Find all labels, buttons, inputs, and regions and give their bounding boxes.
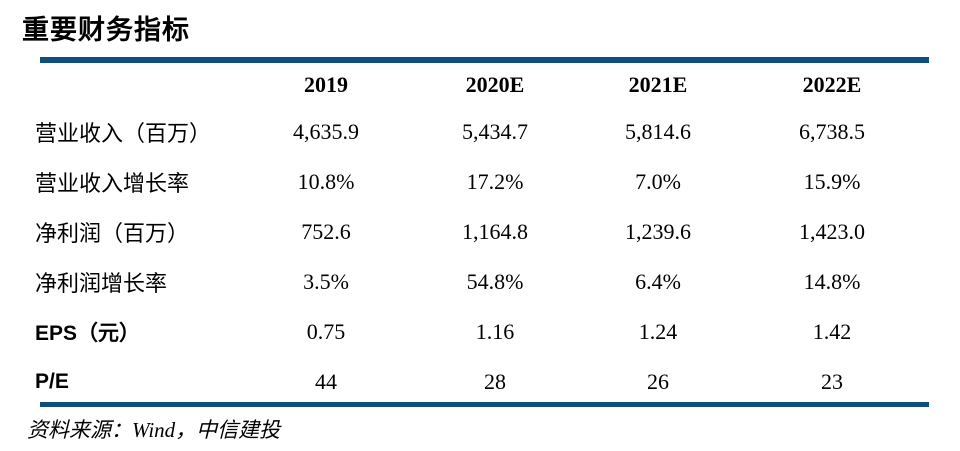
cell-value: 1,239.6	[625, 219, 691, 244]
header-spacer	[35, 63, 252, 107]
table-body: 营业收入（百万） 4,635.9 5,434.7 5,814.6 6,738.5 营业收入…	[35, 107, 938, 407]
year-column-header: 2019	[304, 72, 348, 97]
source-note: 资料来源：Wind，中信建投	[27, 418, 281, 442]
year-column-header: 2020E	[465, 72, 525, 97]
cell-value: 44	[315, 369, 337, 394]
cell-value: 28	[484, 369, 506, 394]
table-row: 净利润增长率 3.5% 54.8% 6.4% 14.8%	[35, 257, 938, 307]
cell-value: 6,738.5	[799, 119, 865, 144]
cell-value: 10.8%	[297, 169, 355, 194]
table-header-row: 2019 2020E 2021E 2022E	[35, 63, 938, 107]
cell-value: 0.75	[306, 319, 346, 344]
cell-value: 5,434.7	[462, 119, 528, 144]
table-row: 营业收入（百万） 4,635.9 5,434.7 5,814.6 6,738.5	[35, 107, 938, 157]
section-title: 重要财务指标	[22, 15, 190, 45]
cell-value: 14.8%	[803, 269, 861, 294]
cell-value: 6.4%	[635, 269, 681, 294]
cell-value: 7.0%	[635, 169, 681, 194]
row-label: 营业收入（百万）	[35, 121, 212, 146]
cell-value: 1.16	[475, 319, 515, 344]
cell-value: 3.5%	[303, 269, 349, 294]
bottom-rule	[40, 402, 929, 407]
row-label: 净利润（百万）	[35, 221, 190, 246]
cell-value: 26	[647, 369, 669, 394]
cell-value: 1,423.0	[799, 219, 865, 244]
cell-value: 17.2%	[466, 169, 524, 194]
table-row: 净利润（百万） 752.6 1,164.8 1,239.6 1,423.0	[35, 207, 938, 257]
cell-value: 23	[821, 369, 843, 394]
table-row: P/E 44 28 26 23	[35, 357, 938, 407]
cell-value: 5,814.6	[625, 119, 691, 144]
cell-value: 752.6	[301, 219, 351, 244]
cell-value: 15.9%	[803, 169, 861, 194]
row-label: 净利润增长率	[35, 271, 168, 296]
year-column-header: 2022E	[802, 72, 862, 97]
cell-value: 1,164.8	[462, 219, 528, 244]
cell-value: 4,635.9	[293, 119, 359, 144]
cell-value: 1.24	[638, 319, 678, 344]
cell-value: 1.42	[812, 319, 852, 344]
cell-value: 54.8%	[466, 269, 524, 294]
table-row: EPS（元） 0.75 1.16 1.24 1.42	[35, 307, 938, 357]
table-row: 营业收入增长率 10.8% 17.2% 7.0% 15.9%	[35, 157, 938, 207]
financial-table: 2019 2020E 2021E 2022E 营业收入（百万） 4,635.9 5,434…	[35, 63, 938, 407]
row-label: EPS（元）	[35, 322, 141, 345]
row-label: 营业收入增长率	[35, 171, 190, 196]
year-column-header: 2021E	[628, 72, 688, 97]
top-rule	[40, 57, 929, 63]
row-label: P/E	[35, 370, 69, 393]
